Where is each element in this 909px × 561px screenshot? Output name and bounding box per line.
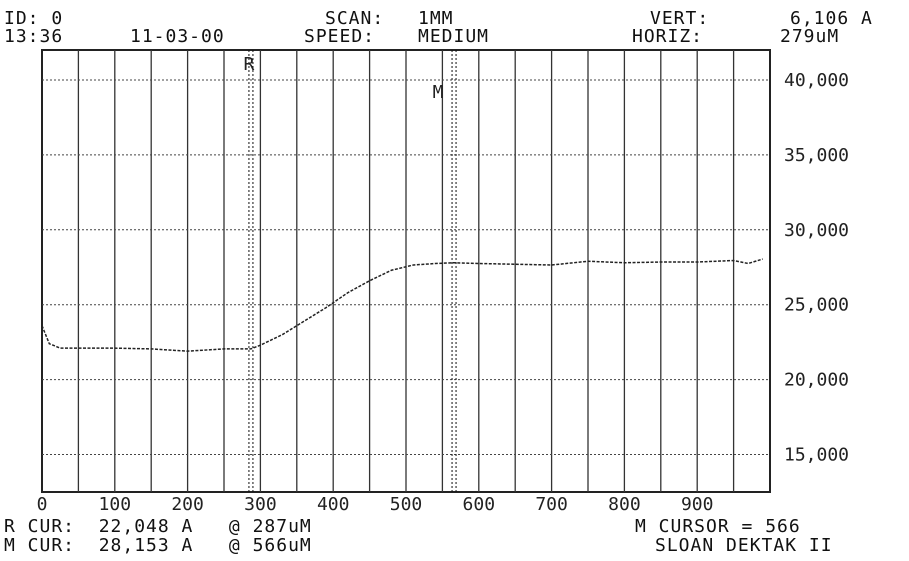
x-tick-label: 0	[37, 494, 48, 515]
y-tick-label: 25,000	[784, 295, 849, 316]
speed-label: SPEED:	[304, 26, 376, 47]
x-tick-label: 600	[463, 494, 496, 515]
y-tick-label: 40,000	[784, 70, 849, 91]
cursor-m-label: M	[433, 82, 444, 103]
id-label: ID: 0	[4, 8, 64, 29]
profile-trace	[41, 258, 763, 352]
m-cursor-readout: M CUR: 28,153 A @ 566uM	[4, 535, 312, 556]
x-tick-label: 800	[608, 494, 641, 515]
x-tick-label: 700	[535, 494, 568, 515]
r-cursor-readout: R CUR: 22,048 A @ 287uM	[4, 516, 312, 537]
m-cursor-position: M CURSOR = 566	[635, 516, 801, 537]
time-text: 13:36	[4, 26, 64, 47]
date-text: 11-03-00	[130, 26, 225, 47]
cursor-r-label: R	[244, 54, 255, 75]
x-tick-label: 500	[390, 494, 423, 515]
y-tick-label: 35,000	[784, 145, 849, 166]
y-tick-label: 30,000	[784, 220, 849, 241]
speed-value: MEDIUM	[418, 26, 490, 47]
x-tick-label: 200	[171, 494, 204, 515]
x-tick-label: 100	[99, 494, 132, 515]
scan-label: SCAN:	[325, 8, 385, 29]
instrument-name: SLOAN DEKTAK II	[655, 535, 833, 556]
vert-value: 6,106 A	[790, 8, 873, 29]
vert-label: VERT:	[650, 8, 710, 29]
x-tick-label: 900	[681, 494, 714, 515]
horiz-label: HORIZ:	[632, 26, 704, 47]
y-tick-label: 15,000	[784, 445, 849, 466]
y-tick-label: 20,000	[784, 370, 849, 391]
x-tick-label: 400	[317, 494, 350, 515]
horiz-value: 279uM	[780, 26, 840, 47]
x-tick-label: 300	[244, 494, 277, 515]
scan-value: 1MM	[418, 8, 454, 29]
